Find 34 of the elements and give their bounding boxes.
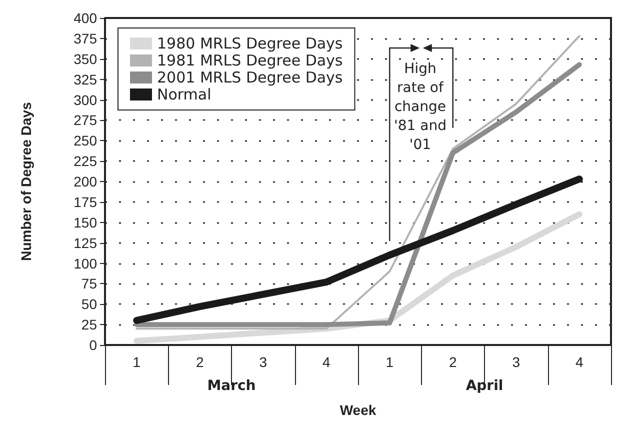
legend-label: 2001 MRLS Degree Days (157, 68, 343, 86)
x-tick-label: 1 (132, 354, 141, 370)
x-axis-title: Week (340, 402, 376, 418)
x-tick-label: 2 (448, 354, 457, 370)
x-tick-label: 3 (512, 354, 520, 370)
x-tick-label: 4 (322, 354, 330, 370)
y-tick-label: 200 (74, 174, 98, 190)
annotation: High rate of change '81 and '01 (392, 60, 448, 155)
y-tick-label: 300 (74, 92, 98, 108)
y-tick-label: 0 (89, 337, 98, 353)
y-axis-title: Number of Degree Days (18, 102, 34, 261)
x-tick-label: 1 (386, 354, 394, 370)
y-tick-label: 100 (74, 255, 98, 272)
y-tick-label: 375 (74, 30, 98, 46)
legend-label: Normal (157, 86, 212, 104)
y-tick-label: 400 (74, 10, 98, 26)
x-tick-label: 2 (196, 354, 204, 370)
y-tick-label: 175 (74, 194, 98, 210)
x-tick-label: 3 (259, 354, 268, 370)
y-tick-label: 350 (74, 50, 98, 67)
text: April (464, 378, 504, 394)
y-tick-label: 125 (74, 234, 98, 251)
legend-label: 1981 MRLS Degree Days (157, 52, 343, 70)
legend-label: 1980 MRLS Degree Days (157, 34, 343, 52)
y-tick-label: 150 (74, 214, 98, 230)
y-tick-label: 50 (81, 296, 98, 312)
y-tick-label: 25 (81, 316, 98, 333)
y-tick-label: 275 (74, 112, 98, 128)
y-tick-label: 75 (81, 276, 98, 292)
x-tick-label: 4 (575, 354, 584, 370)
y-tick-label: 250 (74, 132, 98, 149)
text: March (206, 378, 257, 394)
y-tick-label: 225 (74, 153, 98, 170)
y-tick-label: 325 (74, 71, 98, 88)
